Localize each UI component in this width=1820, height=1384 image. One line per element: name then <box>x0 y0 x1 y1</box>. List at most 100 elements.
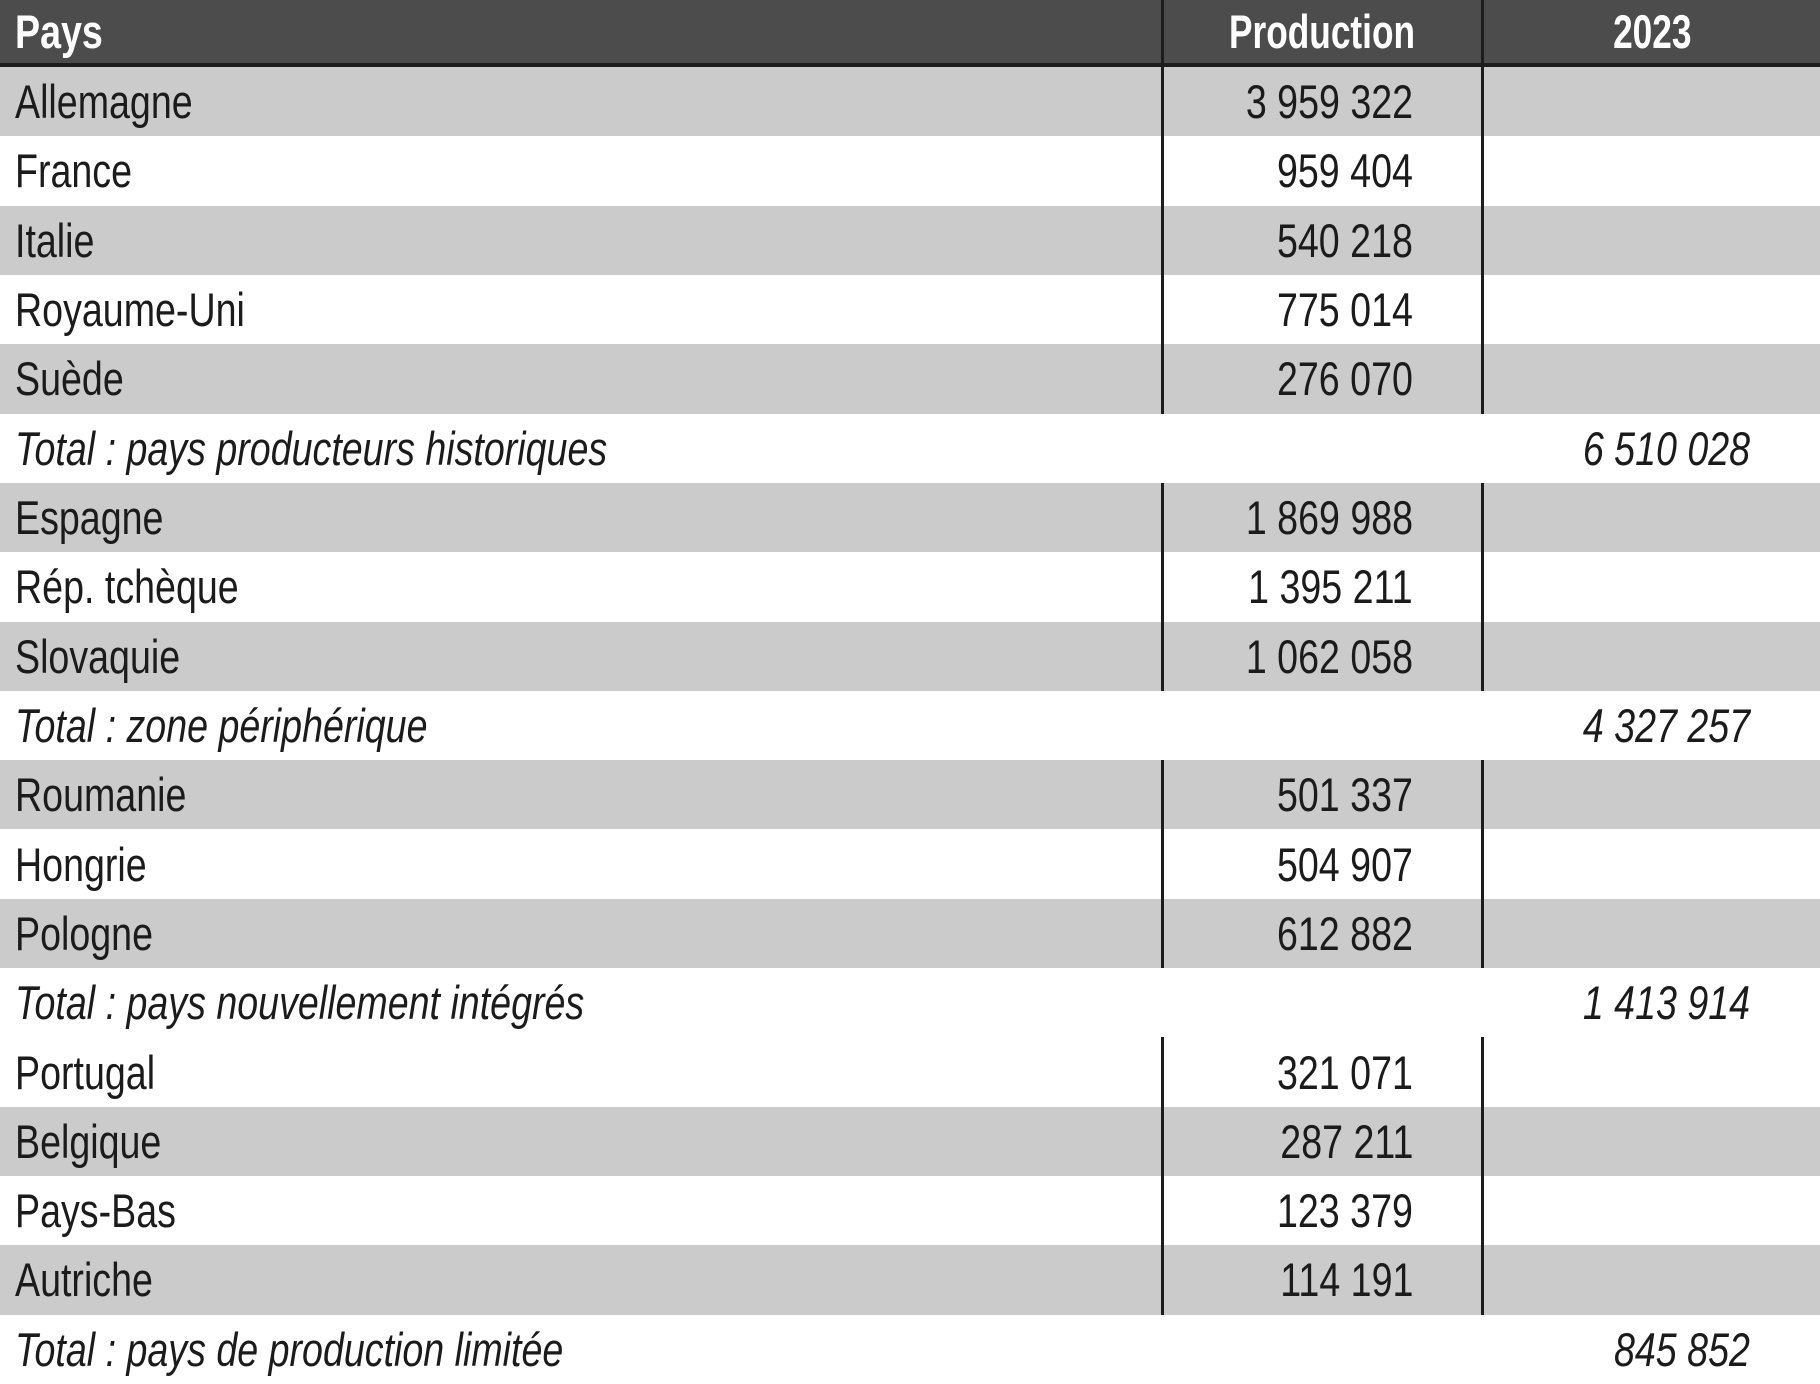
production-value: 504 907 <box>1277 837 1413 891</box>
production-cell: 1 869 988 <box>1161 482 1481 553</box>
country-label: Belgique <box>15 1114 162 1168</box>
year-cell <box>1481 1106 1820 1176</box>
total-label-cell: Total : pays nouvellement intégrés <box>0 968 1541 1037</box>
country-cell: Slovaquie <box>0 622 1161 691</box>
country-cell: Allemagne <box>0 67 1161 136</box>
production-cell: 775 014 <box>1161 274 1481 345</box>
production-value: 959 404 <box>1277 144 1413 198</box>
table-row: Slovaquie 1 062 058 <box>0 621 1820 691</box>
country-cell: Suède <box>0 344 1161 413</box>
total-label: Total : pays producteurs historiques <box>15 421 608 475</box>
country-label: Hongrie <box>15 837 147 891</box>
year-cell <box>1481 1176 1820 1246</box>
production-cell: 3 959 322 <box>1161 67 1481 137</box>
year-cell <box>1481 67 1820 137</box>
table-row: Autriche 114 191 <box>0 1245 1820 1315</box>
production-value: 1 869 988 <box>1245 491 1413 545</box>
production-value: 123 379 <box>1277 1184 1413 1238</box>
total-label: Total : zone périphérique <box>15 698 428 752</box>
country-label: Royaume-Uni <box>15 283 245 337</box>
table-row: Roumanie 501 337 <box>0 760 1820 830</box>
country-label: Slovaquie <box>15 629 181 683</box>
total-label-cell: Total : pays de production limitée <box>0 1315 1580 1384</box>
country-label: Portugal <box>15 1045 156 1099</box>
table-row: Hongrie 504 907 <box>0 829 1820 899</box>
country-cell: Pays-Bas <box>0 1176 1161 1245</box>
table-row: Royaume-Uni 775 014 <box>0 274 1820 345</box>
year-cell <box>1481 1245 1820 1315</box>
header-cell-production: Production <box>1161 0 1481 63</box>
table-row: Suède 276 070 <box>0 344 1820 414</box>
total-label: Total : pays de production limitée <box>15 1322 564 1376</box>
production-cell: 501 337 <box>1161 760 1481 830</box>
production-value: 540 218 <box>1277 213 1413 267</box>
production-value: 3 959 322 <box>1245 75 1413 129</box>
production-value: 1 062 058 <box>1245 629 1413 683</box>
table-row: Pays-Bas 123 379 <box>0 1176 1820 1246</box>
total-value-cell: 6 510 028 <box>1541 414 1820 483</box>
production-value: 501 337 <box>1277 768 1413 822</box>
year-cell <box>1481 621 1820 691</box>
production-cell: 504 907 <box>1161 829 1481 899</box>
country-label: Suède <box>15 352 124 406</box>
country-cell: Autriche <box>0 1245 1161 1314</box>
country-label: Autriche <box>15 1253 153 1307</box>
country-cell: Roumanie <box>0 760 1161 829</box>
production-cell: 1 062 058 <box>1161 621 1481 691</box>
table-row: Allemagne 3 959 322 <box>0 67 1820 137</box>
production-value: 321 071 <box>1277 1045 1413 1099</box>
table-row: Pologne 612 882 <box>0 898 1820 969</box>
production-cell: 959 404 <box>1161 136 1481 206</box>
header-cell-pays: Pays <box>0 0 1161 63</box>
country-cell: Belgique <box>0 1107 1161 1176</box>
header-label-2023: 2023 <box>1612 5 1692 58</box>
year-cell <box>1481 482 1820 553</box>
country-label: Pologne <box>15 906 153 960</box>
production-value: 114 191 <box>1279 1253 1413 1307</box>
production-value: 775 014 <box>1277 283 1413 337</box>
table-total-row: Total : pays nouvellement intégrés 1 413… <box>0 968 1820 1038</box>
year-cell <box>1481 829 1820 899</box>
total-value: 6 510 028 <box>1582 421 1750 475</box>
country-cell: Rép. tchèque <box>0 552 1161 621</box>
country-label: Allemagne <box>15 75 193 129</box>
production-cell: 123 379 <box>1161 1176 1481 1246</box>
production-value: 276 070 <box>1277 352 1413 406</box>
country-cell: France <box>0 136 1161 205</box>
year-cell <box>1481 760 1820 830</box>
year-cell <box>1481 898 1820 969</box>
year-cell <box>1481 274 1820 345</box>
table-total-row: Total : pays de production limitée 845 8… <box>0 1314 1820 1384</box>
table-row: Rép. tchèque 1 395 211 <box>0 552 1820 622</box>
header-label-production: Production <box>1229 5 1416 58</box>
production-value: 287 211 <box>1279 1114 1413 1168</box>
header-cell-2023: 2023 <box>1481 0 1820 63</box>
total-value-cell: 4 327 257 <box>1541 691 1820 760</box>
header-label-pays: Pays <box>15 5 103 58</box>
total-value: 1 413 914 <box>1582 976 1750 1030</box>
table-row: Espagne 1 869 988 <box>0 482 1820 553</box>
year-cell <box>1481 205 1820 275</box>
year-cell <box>1481 1037 1820 1107</box>
year-cell <box>1481 136 1820 206</box>
table-row: France 959 404 <box>0 136 1820 206</box>
country-label: Rép. tchèque <box>15 560 239 614</box>
table-row: Italie 540 218 <box>0 205 1820 275</box>
production-cell: 114 191 <box>1161 1245 1481 1315</box>
country-cell: Espagne <box>0 483 1161 552</box>
total-value-cell: 845 852 <box>1580 1315 1820 1384</box>
total-label-cell: Total : pays producteurs historiques <box>0 414 1541 483</box>
production-value: 612 882 <box>1277 906 1413 960</box>
production-cell: 540 218 <box>1161 205 1481 275</box>
country-label: France <box>15 144 133 198</box>
country-label: Italie <box>15 213 95 267</box>
table-total-row: Total : pays producteurs historiques 6 5… <box>0 413 1820 483</box>
table-row: Belgique 287 211 <box>0 1106 1820 1176</box>
country-label: Pays-Bas <box>15 1184 176 1238</box>
country-cell: Hongrie <box>0 829 1161 898</box>
country-cell: Portugal <box>0 1037 1161 1106</box>
total-value-cell: 1 413 914 <box>1541 968 1820 1037</box>
table-total-row: Total : zone périphérique 4 327 257 <box>0 690 1820 761</box>
country-cell: Pologne <box>0 899 1161 968</box>
